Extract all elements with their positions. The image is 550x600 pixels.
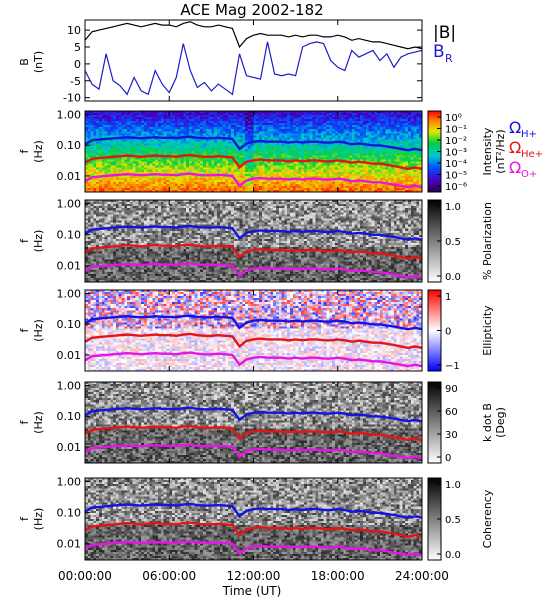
y-tick-label: 1.00 xyxy=(57,476,82,489)
y-tick-label: 0 xyxy=(74,58,81,71)
omega-h-line xyxy=(85,224,422,241)
y-axis-label: f xyxy=(18,327,31,332)
legend-omega-1: Ω xyxy=(509,138,521,157)
colorbar-tick-label: 10⁻⁶ xyxy=(445,182,467,193)
y-tick-label: 1.00 xyxy=(57,288,82,301)
colorbar-tick-label: 0 xyxy=(445,453,451,464)
colorbar-tick-label: 0.5 xyxy=(445,237,461,248)
b-r-line xyxy=(84,41,423,96)
y-tick-label: 0.01 xyxy=(57,260,82,273)
x-tick-label: 06:00:00 xyxy=(142,569,196,583)
y-axis-unit: (Hz) xyxy=(32,319,45,342)
colorbar-tick-label: 10⁻³ xyxy=(445,148,467,159)
y-axis-label: f xyxy=(18,516,31,521)
frame-layer xyxy=(84,19,442,561)
omega-he-line xyxy=(85,521,422,538)
line-layer xyxy=(84,21,423,557)
b-total-line xyxy=(84,21,423,50)
y-axis-unit: (Hz) xyxy=(32,230,45,253)
legend-b-r-subscript: R xyxy=(445,52,453,65)
omega-h-line xyxy=(85,502,422,519)
colorbar-label: Ellipticity xyxy=(481,305,494,356)
colorbar-tick-label: 0.0 xyxy=(445,550,461,561)
colorbar-tick-label: 60 xyxy=(445,407,458,418)
x-tick-label: 24:00:00 xyxy=(395,569,449,583)
colorbar-label: Intensity xyxy=(481,127,494,175)
colorbar-tick-label: −1 xyxy=(445,361,460,372)
legend-omega-0: Ω xyxy=(509,118,521,137)
y-tick-label: 1.00 xyxy=(57,198,82,211)
omega-o-line xyxy=(85,540,422,557)
legend-omega-sub-1: He+ xyxy=(521,149,543,160)
y-tick-label: 0.10 xyxy=(57,410,82,423)
x-tick-label: 00:00:00 xyxy=(58,569,112,583)
y-axis-label: f xyxy=(18,419,31,424)
colorbar-tick-label: 1.0 xyxy=(445,480,461,491)
colorbar-tick-label: 0.0 xyxy=(445,272,461,283)
legend-b-r: B xyxy=(433,42,445,62)
omega-o-line xyxy=(85,443,422,460)
omega-h-line xyxy=(85,314,422,331)
legend-omega-sub-2: O+ xyxy=(521,169,537,180)
omega-o-line xyxy=(85,172,422,189)
legend-b-total: |B| xyxy=(433,23,456,43)
colorbar-unit: (nT²/Hz) xyxy=(494,129,507,173)
x-tick-label: 12:00:00 xyxy=(227,569,281,583)
y-axis-unit: (Hz) xyxy=(32,411,45,434)
y-tick-label: 0.01 xyxy=(57,441,82,454)
y-tick-label: 0.10 xyxy=(57,318,82,331)
colorbar-label: Coherency xyxy=(481,489,494,548)
colorbar-tick-label: 1 xyxy=(445,292,451,303)
y-tick-label: 5 xyxy=(74,41,81,54)
y-axis-unit: (nT) xyxy=(32,51,45,73)
colorbar-tick-label: 90 xyxy=(445,384,458,395)
colorbar-tick-label: 10⁰ xyxy=(445,113,462,124)
legend-omega-2: Ω xyxy=(509,158,521,177)
x-tick-label: 18:00:00 xyxy=(311,569,365,583)
omega-he-line xyxy=(85,153,422,171)
colorbar-tick-label: 0.5 xyxy=(445,515,461,526)
y-tick-label: 1.00 xyxy=(57,380,82,393)
omega-he-line xyxy=(85,243,422,260)
y-tick-label: 0.10 xyxy=(57,139,82,152)
colorbar-tick-label: 1.0 xyxy=(445,202,461,213)
y-tick-label: 0.10 xyxy=(57,229,82,242)
colorbar-tick-label: 30 xyxy=(445,430,458,441)
omega-h-line xyxy=(85,406,422,423)
omega-o-line xyxy=(85,262,422,279)
omega-o-line xyxy=(85,351,422,368)
y-axis-label: f xyxy=(18,238,31,243)
y-axis-unit: (Hz) xyxy=(32,140,45,163)
y-tick-label: -10 xyxy=(63,92,81,105)
y-tick-label: 0.01 xyxy=(57,349,82,362)
y-tick-label: 1.00 xyxy=(57,109,82,122)
y-tick-label: 0.01 xyxy=(57,538,82,551)
colorbar-unit: (Deg) xyxy=(494,407,507,438)
omega-he-line xyxy=(85,424,422,442)
colorbar-tick-label: 10⁻⁴ xyxy=(445,159,467,170)
y-tick-label: -5 xyxy=(70,75,81,88)
x-axis-label: Time (UT) xyxy=(222,584,282,598)
colorbar-tick-label: 0 xyxy=(445,327,451,338)
y-axis-label: f xyxy=(18,148,31,153)
y-axis-unit: (Hz) xyxy=(32,508,45,531)
omega-h-line xyxy=(85,135,422,152)
colorbar-tick-label: 10⁻² xyxy=(445,136,467,147)
y-tick-label: 0.01 xyxy=(57,170,82,183)
colorbar-tick-label: 10⁻⁵ xyxy=(445,171,467,182)
y-tick-label: 10 xyxy=(67,24,81,37)
colorbar xyxy=(427,381,442,464)
omega-he-line xyxy=(85,332,422,350)
legend-omega-sub-0: H+ xyxy=(521,129,537,140)
y-axis-label: B xyxy=(18,58,31,66)
y-tick-label: 0.10 xyxy=(57,507,82,520)
figure-title: ACE Mag 2002-182 xyxy=(180,1,323,19)
panel-frame xyxy=(84,19,423,102)
colorbar-label: % Polarization xyxy=(481,202,494,280)
colorbar-tick-label: 10⁻¹ xyxy=(445,125,467,136)
colorbar-label: k dot B xyxy=(481,403,494,442)
